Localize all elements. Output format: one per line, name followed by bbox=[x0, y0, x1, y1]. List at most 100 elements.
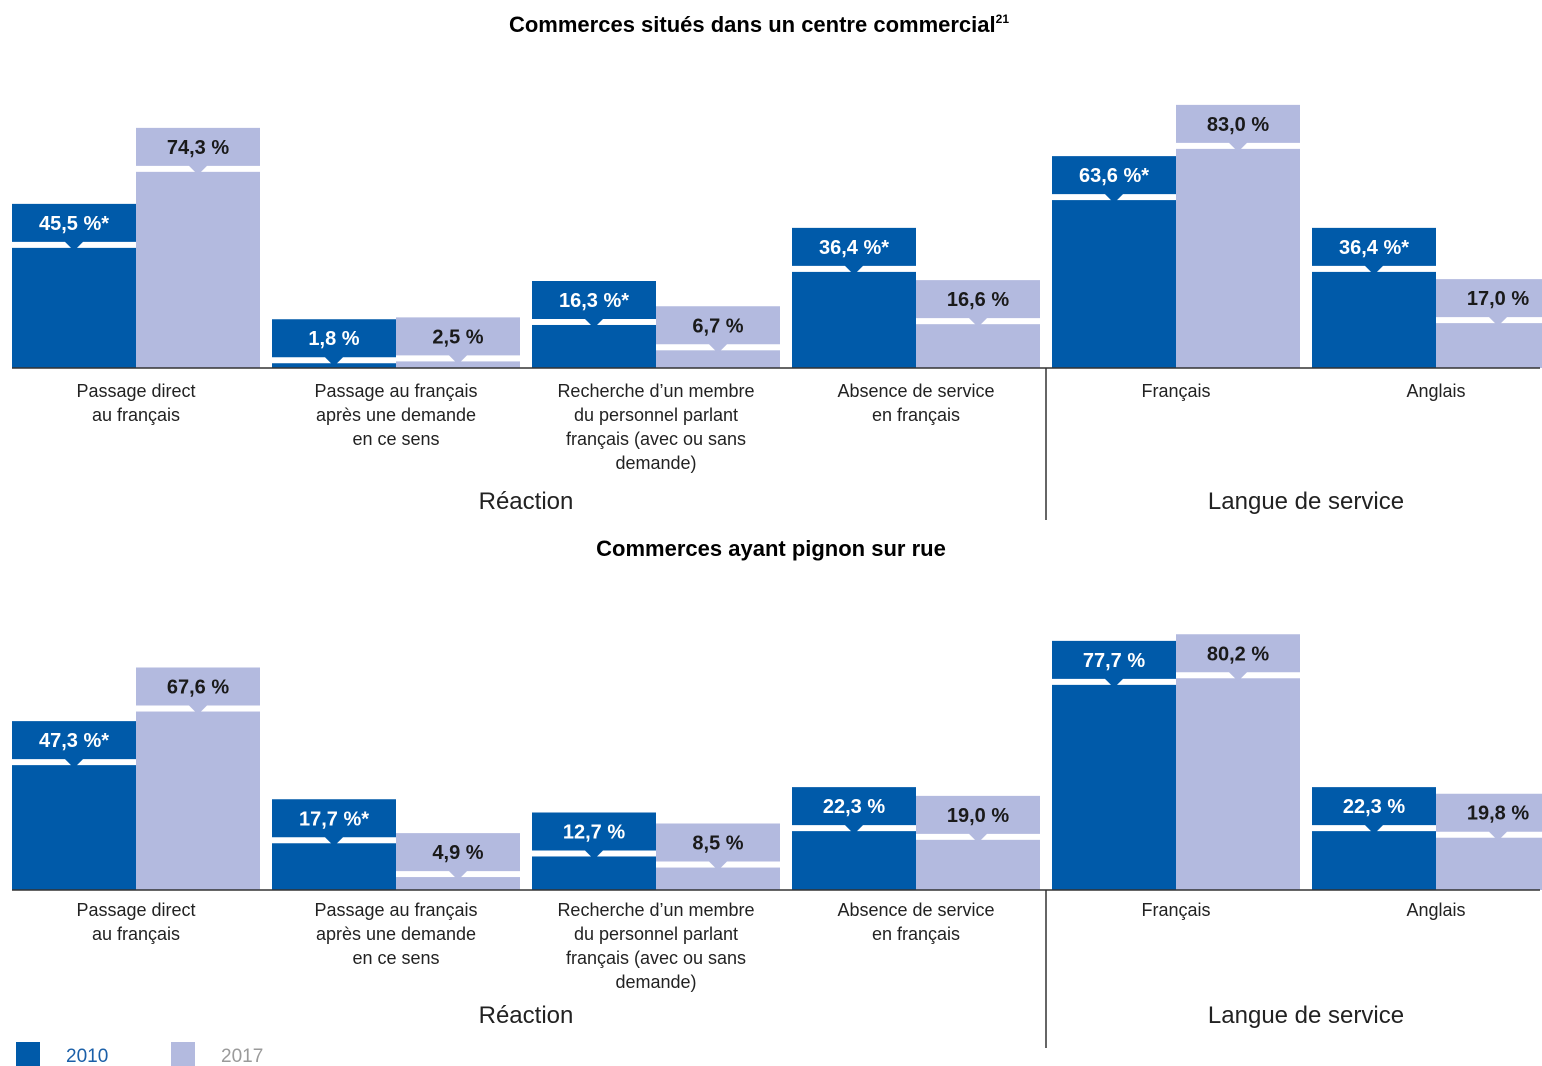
value-label-box bbox=[1052, 156, 1176, 204]
category-label: Anglais bbox=[1406, 381, 1465, 401]
value-label: 1,8 % bbox=[308, 328, 359, 350]
value-label-box bbox=[1436, 793, 1542, 841]
value-label-box bbox=[396, 317, 520, 365]
value-label: 45,5 %* bbox=[39, 213, 109, 235]
category-label-line: en français bbox=[872, 924, 960, 944]
value-label: 22,3 % bbox=[1343, 796, 1405, 818]
category-label-line: Passage au français bbox=[314, 381, 477, 401]
category-label: Passage au français après une demande en c… bbox=[314, 900, 477, 968]
category-label-line: Recherche d’un membre bbox=[557, 381, 754, 401]
category-label-line: Recherche d’un membre bbox=[557, 900, 754, 920]
value-label: 22,3 % bbox=[823, 796, 885, 818]
value-label-box bbox=[792, 787, 916, 835]
category-label-line: au français bbox=[92, 924, 180, 944]
chart-panel-1: Commerces situés dans un centre commerci… bbox=[12, 12, 1542, 520]
legend: 2010 2017 bbox=[16, 1042, 263, 1066]
category-label: Absence de service en français bbox=[837, 381, 994, 425]
value-label-box bbox=[136, 127, 260, 175]
value-label-box bbox=[12, 203, 136, 251]
value-label-box bbox=[12, 721, 136, 769]
bar-2017 bbox=[1436, 323, 1542, 368]
value-label-box bbox=[916, 795, 1040, 843]
chart-panel-2: Commerces ayant pignon sur rue 47,3 %* 17,… bbox=[12, 536, 1542, 1048]
bar-2010 bbox=[532, 324, 656, 368]
category-label-line: français (avec ou sans bbox=[566, 429, 746, 449]
category-label-line: demande) bbox=[615, 453, 696, 473]
category-label-line: au français bbox=[92, 405, 180, 425]
category-label-line: Passage au français bbox=[314, 900, 477, 920]
group-label: Langue de service bbox=[1208, 1002, 1404, 1029]
category-label: Français bbox=[1141, 381, 1210, 401]
category-label: Français bbox=[1141, 900, 1210, 920]
value-label: 6,7 % bbox=[692, 315, 743, 337]
legend-swatch bbox=[171, 1042, 195, 1066]
value-label: 74,3 % bbox=[167, 137, 229, 159]
value-label: 4,9 % bbox=[432, 842, 483, 864]
value-label-box bbox=[532, 280, 656, 328]
category-label-line: français (avec ou sans bbox=[566, 948, 746, 968]
value-label: 19,0 % bbox=[947, 805, 1009, 827]
value-label: 67,6 % bbox=[167, 677, 229, 699]
legend-swatch bbox=[16, 1042, 40, 1066]
value-label-box bbox=[792, 227, 916, 275]
value-label: 8,5 % bbox=[692, 833, 743, 855]
bar-2010 bbox=[1052, 684, 1176, 890]
value-label-box bbox=[1436, 279, 1542, 327]
bar-2017 bbox=[916, 324, 1040, 368]
category-label-line: Absence de service bbox=[837, 900, 994, 920]
value-label-box bbox=[272, 319, 396, 367]
category-label-line: en français bbox=[872, 405, 960, 425]
category-label-line: du personnel parlant bbox=[574, 405, 738, 425]
chart-title: Commerces ayant pignon sur rue bbox=[596, 536, 946, 561]
category-label: Passage au français après une demande en c… bbox=[314, 381, 477, 449]
value-label: 47,3 %* bbox=[39, 730, 109, 752]
group-label: Réaction bbox=[479, 488, 574, 515]
category-label-line: Français bbox=[1141, 900, 1210, 920]
legend-label: 2017 bbox=[221, 1046, 263, 1066]
value-label: 2,5 % bbox=[432, 326, 483, 348]
bar-2010 bbox=[532, 856, 656, 890]
category-label-line: après une demande bbox=[316, 924, 476, 944]
value-label-box bbox=[1312, 227, 1436, 275]
bar-2017 bbox=[396, 877, 520, 890]
bar-2017 bbox=[136, 171, 260, 368]
category-label-line: après une demande bbox=[316, 405, 476, 425]
category-label: Recherche d’un membre du personnel parlan… bbox=[557, 381, 754, 473]
category-label-line: du personnel parlant bbox=[574, 924, 738, 944]
category-label: Absence de service en français bbox=[837, 900, 994, 944]
category-label-line: en ce sens bbox=[352, 429, 439, 449]
bar-2010 bbox=[1312, 831, 1436, 890]
category-label-line: Français bbox=[1141, 381, 1210, 401]
category-label-line: demande) bbox=[615, 972, 696, 992]
value-label: 80,2 % bbox=[1207, 643, 1269, 665]
value-label: 16,6 % bbox=[947, 289, 1009, 311]
bar-2017 bbox=[656, 867, 780, 890]
category-label-line: Anglais bbox=[1406, 900, 1465, 920]
category-label: Passage direct au français bbox=[76, 381, 195, 425]
bar-2017 bbox=[136, 711, 260, 890]
value-label: 12,7 % bbox=[563, 821, 625, 843]
value-label-box bbox=[656, 823, 780, 871]
bar-2010 bbox=[12, 765, 136, 890]
category-label-line: Passage direct bbox=[76, 900, 195, 920]
value-label: 17,0 % bbox=[1467, 288, 1529, 310]
value-label: 83,0 % bbox=[1207, 114, 1269, 136]
title-superscript: 21 bbox=[996, 12, 1010, 26]
bar-2017 bbox=[1176, 148, 1300, 368]
category-label-line: Absence de service bbox=[837, 381, 994, 401]
category-label: Anglais bbox=[1406, 900, 1465, 920]
value-label-box bbox=[1176, 104, 1300, 152]
bar-2010 bbox=[272, 843, 396, 890]
bar-2017 bbox=[916, 839, 1040, 890]
value-label-box bbox=[272, 799, 396, 847]
bar-2017 bbox=[1436, 837, 1542, 890]
value-label-box bbox=[532, 812, 656, 860]
value-label: 36,4 %* bbox=[1339, 237, 1409, 259]
legend-label: 2010 bbox=[66, 1046, 108, 1066]
chart-title: Commerces situés dans un centre commerci… bbox=[509, 12, 1009, 37]
category-label-line: Passage direct bbox=[76, 381, 195, 401]
value-label-box bbox=[1052, 640, 1176, 688]
value-label: 77,7 % bbox=[1083, 650, 1145, 672]
value-label-box bbox=[656, 306, 780, 354]
